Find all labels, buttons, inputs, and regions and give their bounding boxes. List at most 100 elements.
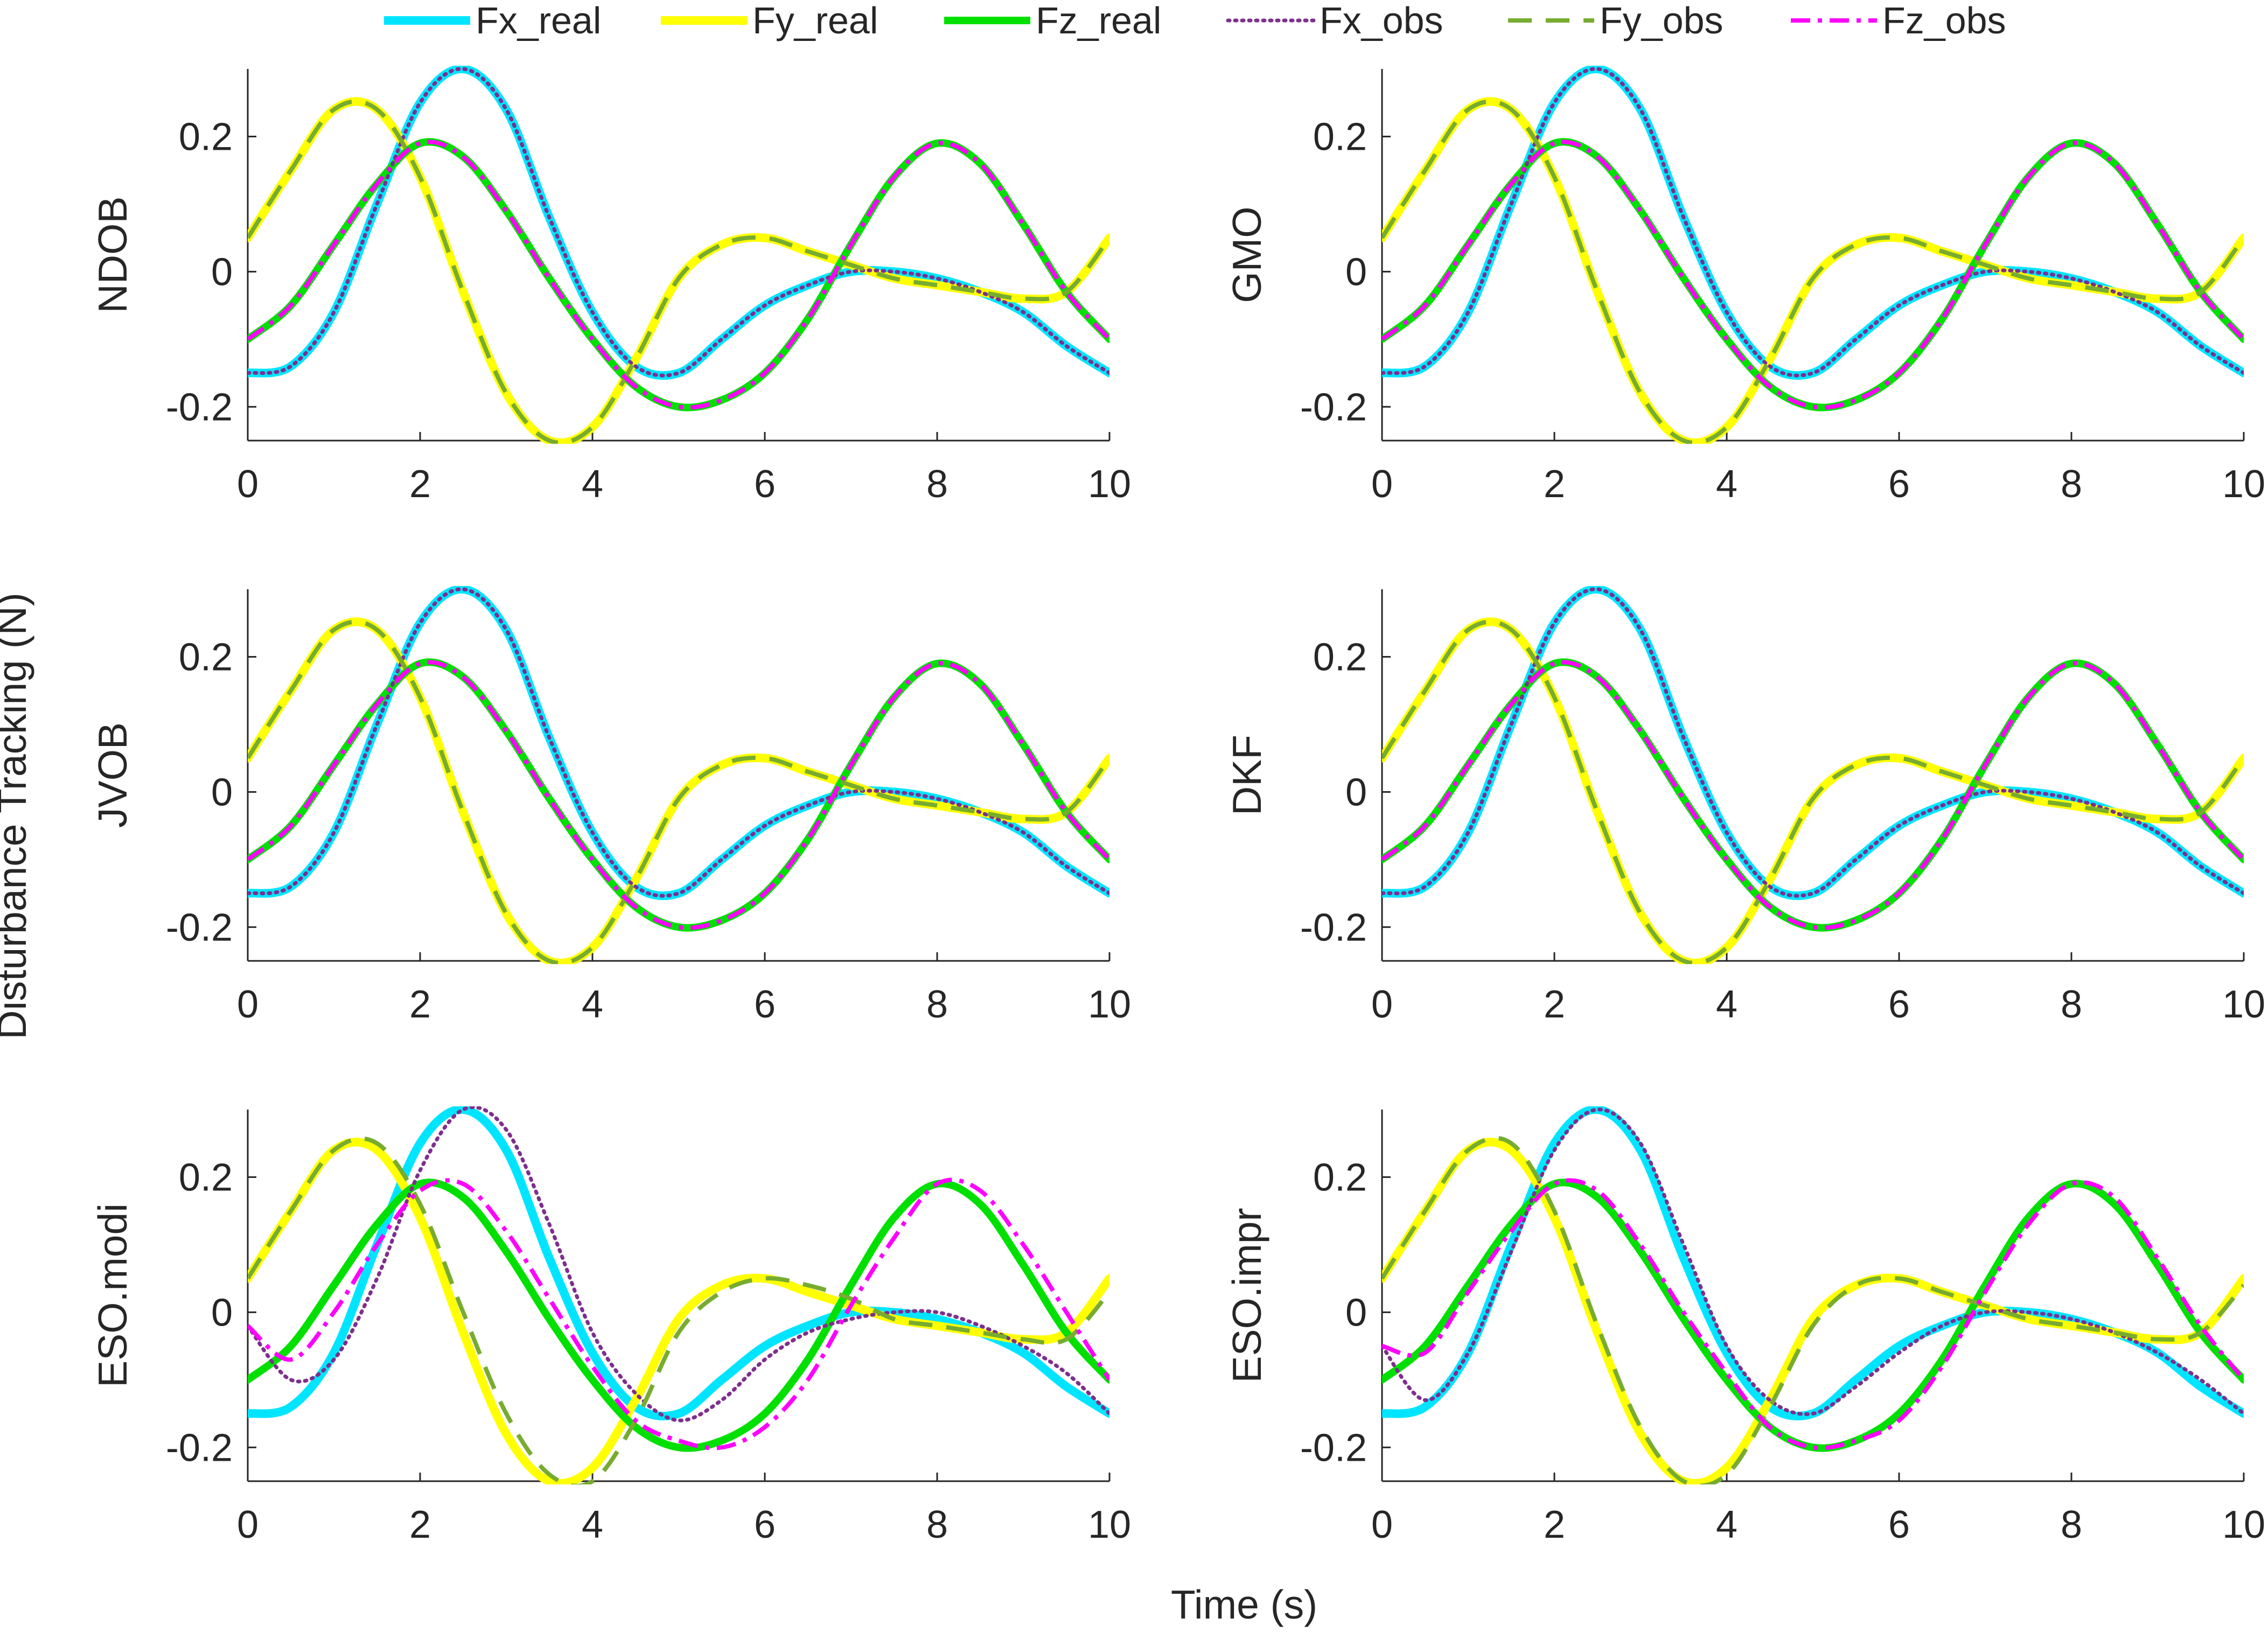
series-line-fz-obs: [248, 140, 1109, 410]
y-tick-label: 0.2: [179, 636, 233, 679]
series-line-fx-obs: [248, 1106, 1109, 1422]
x-tick-label: 4: [1716, 463, 1737, 506]
series-line-fy-obs: [1382, 99, 2244, 444]
y-tick-label: -0.2: [166, 906, 233, 949]
y-tick-label: 0.2: [179, 115, 233, 158]
legend-item-fx-obs: Fx_obs: [1226, 0, 1443, 41]
series-group: [1382, 1106, 2244, 1484]
series-line-fx-obs: [1382, 587, 2244, 898]
x-tick-label: 6: [1888, 463, 1910, 506]
y-tick-label: 0.2: [1313, 636, 1367, 679]
x-tick-label: 4: [582, 983, 603, 1026]
x-tick-label: 6: [1888, 1503, 1910, 1546]
y-tick-label: 0.2: [179, 1156, 233, 1199]
series-line-fy-real: [248, 617, 1109, 964]
panel-ylabel-dkf: DKF: [1224, 735, 1269, 815]
y-tick-label: 0.2: [1313, 1156, 1367, 1199]
x-tick-label: 2: [409, 983, 431, 1026]
x-tick-label: 0: [1371, 463, 1393, 506]
x-tick-label: 10: [1088, 983, 1131, 1026]
series-line-fz-obs: [1382, 140, 2244, 410]
y-tick-label: 0: [211, 1291, 233, 1334]
x-tick-label: 8: [2061, 463, 2082, 506]
series-line-fx-obs: [248, 587, 1109, 898]
x-tick-label: 10: [2222, 983, 2265, 1026]
panel-ylabel-gmo: GMO: [1224, 206, 1269, 303]
x-tick-label: 8: [926, 983, 948, 1026]
legend-item-fz-obs: Fz_obs: [1791, 0, 2006, 41]
series-line-fy-obs: [1382, 619, 2244, 964]
x-tick-label: 6: [1888, 983, 1910, 1026]
series-line-fy-real: [248, 97, 1109, 444]
series-line-fy-obs: [1382, 1135, 2244, 1484]
x-tick-label: 2: [1544, 983, 1565, 1026]
series-line-fx-obs: [248, 67, 1109, 378]
x-tick-label: 4: [582, 1503, 603, 1546]
legend-item-fy-obs: Fy_obs: [1508, 0, 1723, 41]
x-tick-label: 8: [926, 463, 948, 506]
legend: Fx_real Fy_real Fz_real Fx_obs Fy_obs Fz_obs: [384, 0, 2006, 41]
series-line-fy-obs: [248, 619, 1109, 964]
x-tick-label: 2: [409, 1503, 431, 1546]
legend-label-fx-obs: Fx_obs: [1320, 0, 1443, 41]
series-line-fx-obs: [1382, 1107, 2244, 1417]
y-tick-label: 0: [211, 771, 233, 814]
series-line-fz-real: [1382, 1178, 2244, 1452]
x-tick-label: 0: [237, 983, 259, 1026]
series-line-fz-obs: [248, 660, 1109, 930]
series-line-fz-real: [248, 1178, 1109, 1452]
y-tick-label: -0.2: [1300, 386, 1367, 429]
x-tick-label: 4: [1716, 983, 1737, 1026]
x-tick-label: 2: [1544, 1503, 1565, 1546]
y-tick-label: -0.2: [1300, 1426, 1367, 1469]
series-group: [1382, 66, 2244, 444]
x-tick-label: 8: [926, 1503, 948, 1546]
x-tick-label: 10: [1088, 1503, 1131, 1546]
x-tick-label: 8: [2061, 1503, 2082, 1546]
y-tick-label: 0: [1345, 1291, 1367, 1334]
series-group: [248, 586, 1109, 964]
series-group: [1382, 586, 2244, 964]
series-line-fy-real: [1382, 1138, 2244, 1484]
series-line-fz-obs: [248, 1177, 1109, 1450]
legend-label-fy-real: Fy_real: [752, 0, 878, 41]
legend-label-fx-real: Fx_real: [476, 0, 601, 41]
legend-label-fz-obs: Fz_obs: [1882, 0, 2006, 41]
x-tick-label: 0: [237, 1503, 259, 1546]
legend-label-fy-obs: Fy_obs: [1600, 0, 1723, 41]
legend-item-fx-real: Fx_real: [384, 0, 601, 41]
x-tick-label: 6: [754, 463, 776, 506]
x-tick-label: 6: [754, 1503, 776, 1546]
y-tick-label: 0: [1345, 771, 1367, 814]
x-tick-label: 0: [1371, 983, 1393, 1026]
y-tick-label: -0.2: [1300, 906, 1367, 949]
y-axis-title: Disturbance Tracking (N): [0, 592, 34, 1039]
legend-item-fz-real: Fz_real: [944, 0, 1161, 41]
x-tick-label: 6: [754, 983, 776, 1026]
panel-ylabel-jvob: JVOB: [90, 722, 135, 828]
series-group: [248, 1106, 1109, 1484]
y-tick-label: -0.2: [166, 1426, 233, 1469]
series-line-fz-obs: [1382, 660, 2244, 930]
x-tick-label: 2: [1544, 463, 1565, 506]
x-axis-title: Time (s): [1171, 1582, 1317, 1627]
y-tick-label: 0.2: [1313, 115, 1367, 158]
y-tick-label: 0: [1345, 250, 1367, 294]
x-tick-label: 4: [582, 463, 603, 506]
legend-item-fy-real: Fy_real: [661, 0, 878, 41]
x-tick-label: 2: [409, 463, 431, 506]
y-tick-label: -0.2: [166, 386, 233, 429]
x-tick-label: 10: [2222, 1503, 2265, 1546]
y-tick-label: 0: [211, 250, 233, 294]
x-tick-label: 0: [1371, 1503, 1393, 1546]
x-tick-label: 0: [237, 463, 259, 506]
series-line-fy-obs: [248, 1136, 1109, 1484]
